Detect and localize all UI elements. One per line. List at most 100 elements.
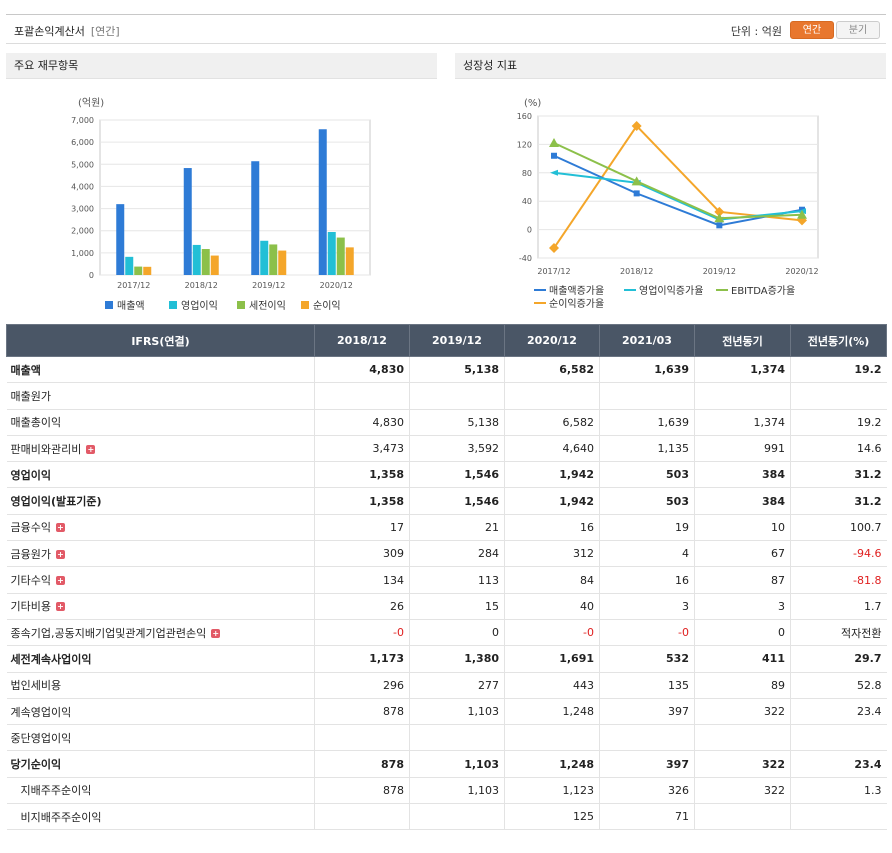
table-column-header: 전년동기(%) <box>790 324 887 357</box>
table-cell: 135 <box>599 672 695 699</box>
table-cell: 19.2 <box>790 409 887 436</box>
line-chart-y-tick-label: 40 <box>522 197 532 206</box>
line-chart-unit-label: (%) <box>524 98 541 109</box>
table-cell: 1,691 <box>504 645 600 673</box>
table-cell: 29.7 <box>790 645 887 673</box>
bar-chart-y-tick-label: 6,000 <box>71 138 94 147</box>
table-cell: 84 <box>504 566 600 594</box>
table-cell: 1,942 <box>504 487 600 515</box>
table-cell: 5,138 <box>409 409 505 436</box>
table-cell: 4 <box>599 540 695 568</box>
bar-legend-swatch-pretax <box>237 301 245 309</box>
table-cell: 1,639 <box>599 356 695 384</box>
expand-plus-icon[interactable]: + <box>55 549 65 559</box>
line-chart-plot-frame <box>537 115 819 259</box>
table-cell: 1,123 <box>504 777 600 805</box>
table-row: 기타수익 +134 113 84 16 87 -81.8 <box>6 566 887 594</box>
table-cell: 0 <box>409 619 505 647</box>
table-cell: 87 <box>694 566 791 594</box>
table-header-row: IFRS(연결) 2018/12 2019/12 2020/12 2021/03 전년동기… <box>6 324 887 357</box>
table-row: 기타비용 +26 15 40 3 3 1.7 <box>6 593 887 620</box>
table-row: 세전계속사업이익 1,173 1,380 1,691 532 411 29.7 <box>6 645 887 673</box>
bar-legend-swatch-net <box>301 301 309 309</box>
table-row: 법인세비용 296 277 443 135 89 52.8 <box>6 672 887 699</box>
table-cell: -81.8 <box>790 566 887 594</box>
row-label: 계속영업이익 <box>10 705 72 719</box>
table-cell: 443 <box>504 672 600 699</box>
bar-net <box>278 250 287 275</box>
table-cell: 1,639 <box>599 409 695 436</box>
table-cell <box>694 382 791 410</box>
table-cell: 16 <box>504 514 600 542</box>
row-label: 기타수익 <box>10 574 51 588</box>
bar-pretax <box>269 244 278 275</box>
expand-plus-icon[interactable]: + <box>55 576 65 586</box>
bar-legend-swatch-revenue <box>105 301 113 309</box>
table-cell: 89 <box>694 672 791 699</box>
table-cell: 4,830 <box>314 356 410 384</box>
point-ebitda_growth <box>631 176 642 186</box>
table-cell: -0 <box>599 619 695 647</box>
table-cell: 1,103 <box>409 698 505 726</box>
table-row: 비지배주주순이익 125 71 <box>6 803 887 831</box>
table-cell: -94.6 <box>790 540 887 568</box>
table-cell: 23.4 <box>790 750 887 778</box>
table-cell: 52.8 <box>790 672 887 699</box>
annual-toggle-button[interactable]: 연간 <box>790 21 834 39</box>
row-label: 중단영업이익 <box>10 731 72 745</box>
bar-legend-label: 세전이익 <box>249 300 286 312</box>
bar-legend-label: 순이익 <box>313 300 341 312</box>
table-cell: 125 <box>504 803 600 831</box>
table-row: 매출액 4,830 5,138 6,582 1,639 1,374 19.2 <box>6 356 887 384</box>
expand-plus-icon[interactable]: + <box>86 444 96 454</box>
point-ebitda_growth <box>797 209 807 219</box>
line-chart-x-tick-label: 2020/12 <box>785 267 818 276</box>
table-cell <box>314 803 410 831</box>
row-label-cell: 중단영업이익 <box>6 724 315 752</box>
bar-legend-label: 매출액 <box>117 300 145 312</box>
bar-chart-y-tick-label: 7,000 <box>71 116 94 125</box>
row-label: 지배주주순이익 <box>20 784 92 798</box>
point-rev_growth <box>716 222 723 229</box>
table-row: 판매비와관리비 +3,473 3,592 4,640 1,135 991 14.6 <box>6 435 887 463</box>
quarter-toggle-button[interactable]: 분기 <box>836 21 880 39</box>
table-cell: 384 <box>694 461 791 489</box>
bar-chart-x-tick-label: 2018/12 <box>185 281 218 290</box>
bar-chart-x-tick-label: 2017/12 <box>117 281 150 290</box>
table-cell: 1,248 <box>504 750 600 778</box>
table-cell: 17 <box>314 514 410 542</box>
table-cell: 277 <box>409 672 505 699</box>
table-cell <box>790 724 887 752</box>
expand-plus-icon[interactable]: + <box>55 602 65 612</box>
table-cell: 16 <box>599 566 695 594</box>
table-cell: 71 <box>599 803 695 831</box>
financial-items-panel-title: 주요 재무항목 <box>6 53 437 79</box>
table-row: 종속기업,공동지배기업및관계기업관련손익 + -0 0 -0 -0 0 적자전환 <box>6 619 887 647</box>
bar-op_income <box>327 231 336 275</box>
table-cell <box>314 382 410 410</box>
bar-chart-y-tick-label: 3,000 <box>71 205 94 214</box>
bar-op_income <box>125 256 134 275</box>
expand-plus-icon[interactable]: + <box>55 523 65 533</box>
line-op_growth <box>553 171 803 221</box>
row-label: 매출원가 <box>10 389 51 403</box>
point-ebitda_growth <box>549 137 559 147</box>
line-legend-label: EBITDA증가율 <box>731 285 795 297</box>
row-label: 당기순이익 <box>10 758 62 772</box>
bar-chart-unit-label: (억원) <box>78 97 104 109</box>
table-cell: 40 <box>504 593 600 620</box>
line-rev_growth <box>553 154 803 227</box>
table-cell: 31.2 <box>790 461 887 489</box>
bar-chart-y-tick-label: 5,000 <box>71 160 94 169</box>
table-cell <box>504 724 600 752</box>
table-cell: 0 <box>694 619 791 647</box>
line-chart-x-tick-label: 2018/12 <box>620 267 653 276</box>
expand-plus-icon[interactable]: + <box>211 628 221 638</box>
table-cell: 1,248 <box>504 698 600 726</box>
table-cell: 100.7 <box>790 514 887 542</box>
table-cell <box>599 382 695 410</box>
point-net_growth <box>797 215 807 226</box>
bar-net <box>345 247 354 275</box>
point-op_growth <box>550 169 558 176</box>
row-label-cell: 금융원가 + <box>6 540 315 568</box>
